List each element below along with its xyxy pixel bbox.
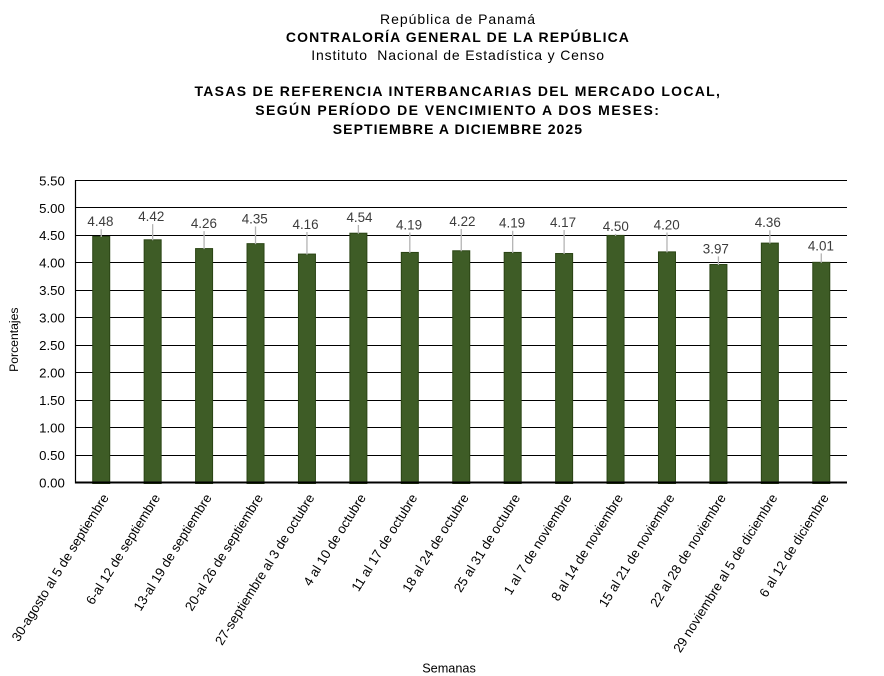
svg-text:29 noviembre al 5 de diciembre: 29 noviembre al 5 de diciembre (670, 491, 780, 655)
svg-text:4.50: 4.50 (39, 228, 65, 243)
svg-text:0.50: 0.50 (39, 448, 65, 463)
svg-text:4.50: 4.50 (603, 219, 629, 234)
svg-text:Porcentajes: Porcentajes (7, 308, 21, 372)
svg-text:5.00: 5.00 (39, 201, 65, 216)
svg-text:4.20: 4.20 (654, 217, 680, 232)
svg-text:1.50: 1.50 (39, 393, 65, 408)
svg-text:4.19: 4.19 (396, 217, 422, 232)
svg-text:3.00: 3.00 (39, 311, 65, 326)
svg-text:1.00: 1.00 (39, 420, 65, 435)
svg-text:3.97: 3.97 (703, 241, 729, 256)
svg-text:4.35: 4.35 (242, 211, 268, 226)
svg-text:4.42: 4.42 (138, 209, 164, 224)
svg-text:27-septiembre al 3 de octubre: 27-septiembre al 3 de octubre (212, 491, 318, 648)
svg-text:30-agosto al 5 de septiembre: 30-agosto al 5 de septiembre (9, 491, 112, 644)
svg-text:4.01: 4.01 (808, 238, 834, 253)
svg-text:4.26: 4.26 (191, 216, 217, 231)
svg-text:3.50: 3.50 (39, 283, 65, 298)
svg-text:2.00: 2.00 (39, 365, 65, 380)
svg-text:4.00: 4.00 (39, 256, 65, 271)
svg-text:2.50: 2.50 (39, 338, 65, 353)
svg-text:4.36: 4.36 (755, 215, 781, 230)
svg-text:Semanas: Semanas (422, 662, 476, 676)
svg-text:4.16: 4.16 (293, 217, 319, 232)
svg-text:0.00: 0.00 (39, 475, 65, 490)
svg-text:4.48: 4.48 (87, 214, 113, 229)
svg-text:5.50: 5.50 (39, 173, 65, 188)
svg-text:4.17: 4.17 (550, 215, 576, 230)
svg-text:4.22: 4.22 (449, 214, 475, 229)
svg-text:4.54: 4.54 (346, 210, 373, 225)
svg-text:4.19: 4.19 (499, 216, 525, 231)
